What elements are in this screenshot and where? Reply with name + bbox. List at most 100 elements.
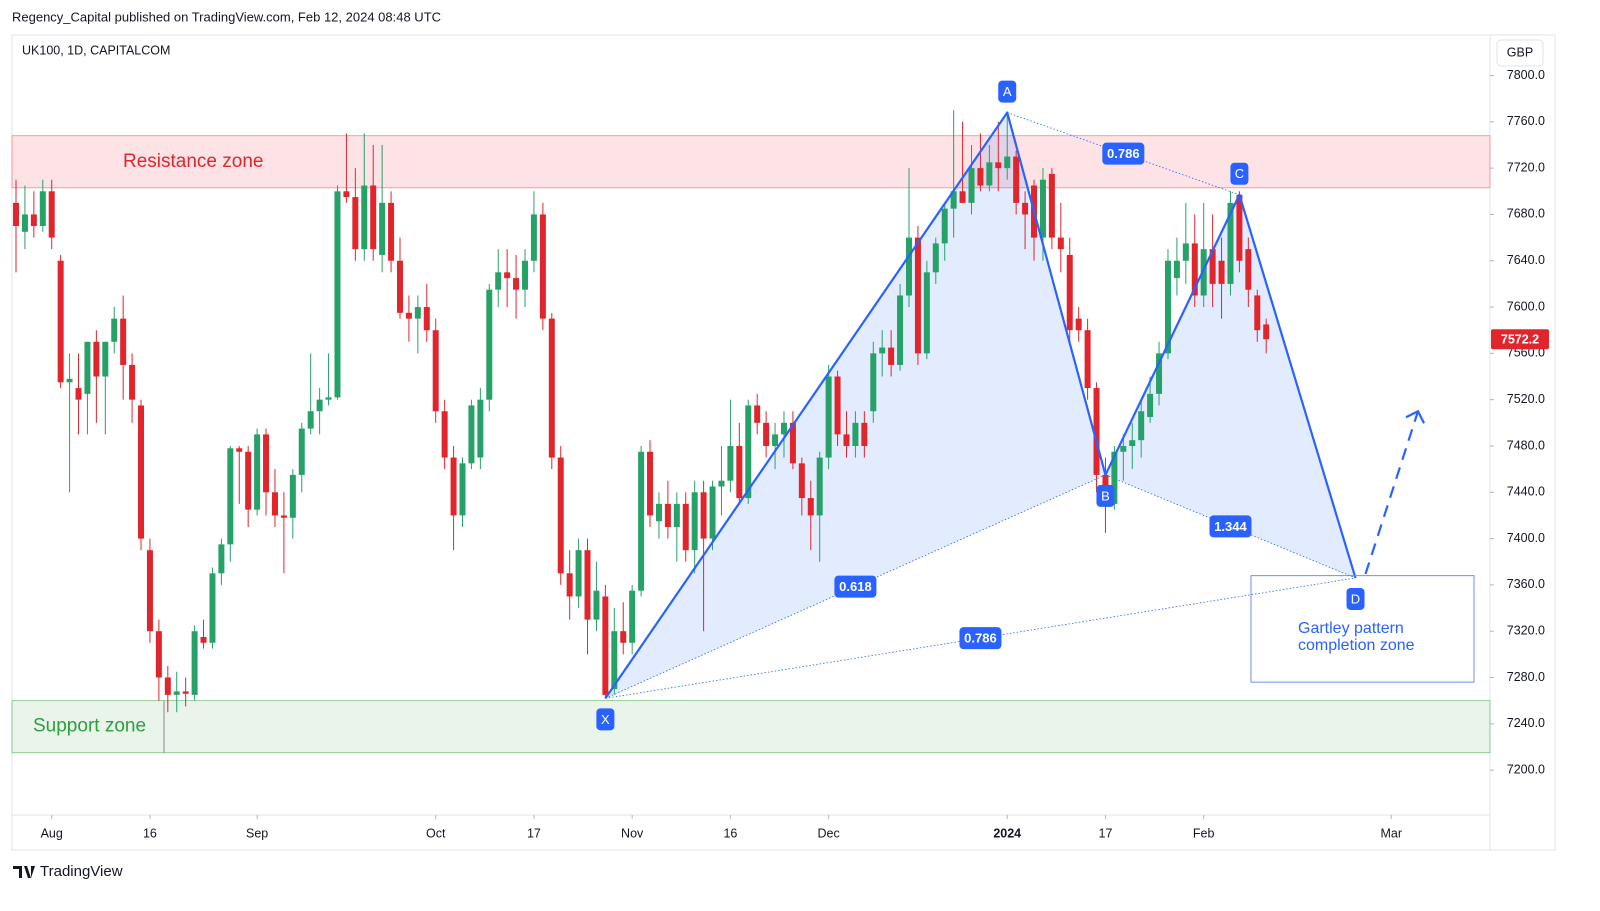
candle-body — [1120, 445, 1127, 452]
candle-body — [495, 272, 502, 290]
candle-body — [245, 451, 252, 510]
x-tick-label: Nov — [621, 826, 644, 840]
pattern-point-badge — [1346, 587, 1365, 610]
candle-body — [557, 457, 564, 574]
projection-head — [1405, 409, 1425, 424]
x-tick-label: Oct — [426, 826, 446, 840]
candle-body — [379, 202, 386, 255]
candle-body — [906, 237, 912, 296]
candle-body — [1173, 260, 1180, 279]
candle-body — [825, 376, 832, 458]
resistance-label: Resistance zone — [123, 151, 263, 172]
candle-body — [129, 364, 136, 400]
candle-body — [182, 691, 189, 694]
candle-body — [959, 191, 966, 203]
completion-zone — [1250, 575, 1475, 683]
candle-body — [48, 191, 55, 238]
candle-body — [280, 515, 287, 518]
candle-body — [566, 573, 573, 597]
candle-body — [932, 243, 939, 273]
candle-body — [39, 191, 46, 227]
y-tick-label: 7240.0 — [1507, 716, 1545, 730]
candle-body — [522, 260, 529, 290]
candle-body — [1191, 243, 1198, 296]
candle-body — [66, 378, 73, 383]
candle-body — [530, 214, 537, 261]
candle-body — [1129, 440, 1136, 446]
pattern-point-label: C — [1235, 166, 1244, 181]
pattern-point-badge — [1096, 484, 1115, 507]
pattern-point-label: B — [1101, 488, 1110, 503]
ratio-badge — [834, 575, 877, 598]
candle-body — [700, 492, 707, 539]
candle-body — [271, 492, 278, 516]
candle-body — [298, 428, 305, 475]
candle-body — [155, 631, 162, 678]
candle-body — [111, 318, 118, 342]
candle-body — [164, 677, 171, 695]
candle-body — [1147, 393, 1154, 418]
candle-body — [352, 197, 359, 250]
symbol: UK100, 1D, CAPITALCOM — [22, 43, 170, 57]
pattern-point-badge — [1230, 162, 1249, 185]
candle-body — [120, 318, 127, 365]
candle-body — [316, 399, 323, 412]
candle-body — [888, 347, 895, 365]
candle-body — [432, 330, 439, 412]
candle-body — [388, 202, 395, 261]
x-tick-label: 17 — [1099, 826, 1113, 840]
y-tick-label: 7760.0 — [1507, 114, 1545, 128]
candle-body — [236, 448, 243, 452]
candle-body — [450, 457, 457, 516]
candle-body — [727, 445, 734, 481]
publisher: Regency_Capital published on TradingView… — [12, 9, 441, 24]
candle-body — [798, 463, 805, 499]
candle-body — [709, 486, 716, 539]
ratio-line — [605, 577, 1356, 699]
candle-body — [254, 434, 261, 510]
ratio-label: 0.786 — [1107, 146, 1140, 161]
candle-body — [1057, 237, 1064, 250]
y-tick-label: 7440.0 — [1507, 485, 1545, 499]
candle-body — [977, 168, 984, 186]
y-tick-label: 7320.0 — [1507, 623, 1545, 637]
candle-body — [879, 347, 886, 354]
candle-body — [209, 573, 216, 643]
currency-button[interactable] — [1496, 39, 1544, 67]
brand: TradingView — [40, 863, 123, 880]
candle-body — [138, 405, 145, 539]
candle-body — [593, 590, 600, 620]
y-tick-label: 7480.0 — [1507, 438, 1545, 452]
candle-body — [477, 399, 484, 458]
currency[interactable]: GBP — [1507, 45, 1533, 59]
xab-triangle — [605, 112, 1106, 699]
candle-body — [459, 463, 466, 516]
candle-body — [1004, 156, 1011, 169]
x-tick-label: Aug — [41, 826, 63, 840]
completion-label: Gartley pattern — [1298, 620, 1404, 637]
candle-body — [816, 457, 823, 516]
candle-body — [1084, 330, 1091, 389]
candle-body — [84, 341, 91, 394]
candle-body — [1075, 318, 1082, 331]
candle-body — [780, 422, 787, 435]
candle-body — [1164, 260, 1171, 354]
candle-body — [673, 503, 680, 528]
candle-body — [718, 480, 725, 487]
support-zone — [11, 700, 1491, 754]
x-tick-label: Mar — [1380, 826, 1402, 840]
pattern-point-badge — [596, 708, 615, 731]
candle-body — [620, 631, 627, 643]
completion-label: completion zone — [1298, 637, 1415, 654]
x-tick-label: 17 — [527, 826, 541, 840]
candle-body — [807, 498, 814, 516]
candle-body — [923, 272, 930, 354]
candle-body — [897, 295, 904, 365]
candle-body — [504, 272, 511, 279]
y-tick-label: 7280.0 — [1507, 670, 1545, 684]
x-tick-label: Dec — [818, 826, 840, 840]
candle-body — [307, 411, 314, 429]
candle-body — [57, 260, 64, 383]
candle-body — [682, 503, 689, 551]
